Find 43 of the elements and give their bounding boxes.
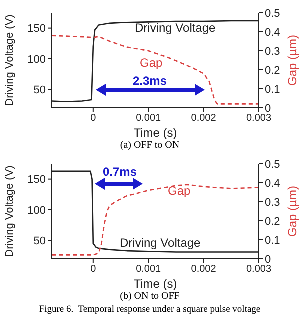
y-tick-label: 150 bbox=[28, 174, 46, 186]
y-axis-title: Driving Voltage (V) bbox=[4, 14, 16, 106]
text: (a) OFF to ON bbox=[119, 140, 181, 151]
y2-axis-title: Gap (µm) bbox=[285, 35, 300, 86]
y2-tick-label: 0.2 bbox=[265, 216, 280, 228]
x-tick-label: 0.001 bbox=[136, 264, 162, 276]
y-axis-title: Driving Voltage (V) bbox=[4, 166, 16, 258]
x-tick-label: 0.002 bbox=[191, 264, 217, 276]
x-axis-title: Time (s) bbox=[134, 126, 178, 140]
y2-tick-label: 0.5 bbox=[265, 158, 280, 171]
y-tick-label: 100 bbox=[28, 204, 46, 217]
y2-tick-label: 0.1 bbox=[265, 84, 280, 96]
line-series bbox=[52, 35, 259, 105]
series-label: Gap bbox=[168, 184, 191, 198]
y-tick-label: 150 bbox=[28, 23, 46, 36]
x-axis-title: Time (s) bbox=[134, 277, 178, 291]
line-series bbox=[52, 184, 259, 256]
x-tick-label: 0 bbox=[90, 264, 97, 276]
y2-tick-label: 0.2 bbox=[265, 64, 280, 77]
y2-axis-title: Gap (µm) bbox=[285, 186, 300, 237]
y-tick-label: 50 bbox=[34, 236, 46, 248]
annotation: 0.7ms bbox=[102, 165, 138, 179]
y2-tick-label: 0.1 bbox=[265, 234, 280, 247]
x-tick-label: 0.003 bbox=[246, 264, 272, 276]
text: (b) ON to OFF bbox=[119, 291, 181, 302]
y2-tick-label: 0.4 bbox=[265, 178, 280, 190]
y2-tick-label: 0 bbox=[265, 254, 272, 266]
y2-tick-label: 0.3 bbox=[265, 196, 280, 209]
series-label: Gap bbox=[140, 56, 163, 70]
series-label: Driving Voltage bbox=[120, 236, 201, 250]
y2-tick-label: 0.4 bbox=[265, 26, 280, 39]
y2-tick-label: 0.5 bbox=[265, 8, 280, 20]
x-tick-label: 0.001 bbox=[136, 113, 162, 124]
y2-tick-label: 0.3 bbox=[265, 46, 280, 58]
series-label: Driving Voltage bbox=[135, 21, 216, 35]
y-tick-label: 100 bbox=[28, 54, 46, 66]
x-tick-label: 0 bbox=[90, 113, 97, 124]
y2-tick-label: 0 bbox=[265, 102, 272, 115]
annotation: 2.3ms bbox=[132, 74, 168, 88]
caption: Figure 6. Temporal response under a square pulse voltage bbox=[38, 305, 262, 316]
y-tick-label: 50 bbox=[34, 84, 46, 97]
x-tick-label: 0.003 bbox=[246, 113, 272, 124]
x-tick-label: 0.002 bbox=[191, 113, 217, 124]
